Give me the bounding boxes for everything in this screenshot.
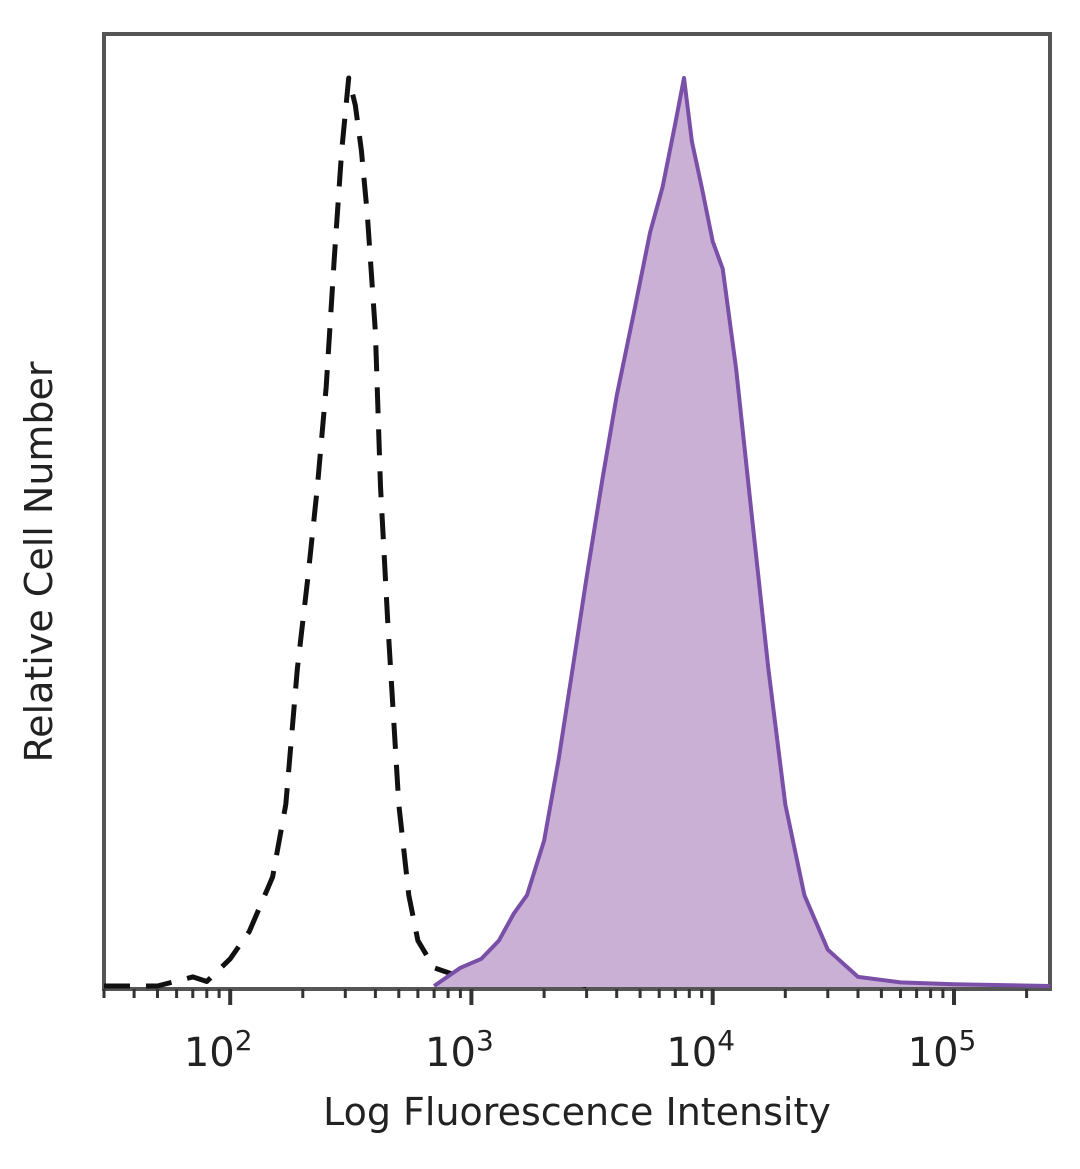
stained-histogram-fill xyxy=(434,78,1051,987)
x-axis-ticks xyxy=(102,989,1029,1005)
x-tick-label: 104 xyxy=(666,1024,735,1076)
x-tick-label: 103 xyxy=(425,1024,494,1076)
x-tick-label: 105 xyxy=(908,1024,977,1076)
stained-histogram-line xyxy=(432,76,1051,988)
x-tick-label: 102 xyxy=(184,1024,253,1076)
control-histogram-dashed-line xyxy=(104,75,588,989)
x-axis-tick-labels: 102 103 104 105 xyxy=(184,1024,977,1076)
x-axis-label: Log Fluorescence Intensity xyxy=(323,1090,831,1134)
y-axis-label: Relative Cell Number xyxy=(17,361,61,762)
series-layer xyxy=(104,75,1051,989)
